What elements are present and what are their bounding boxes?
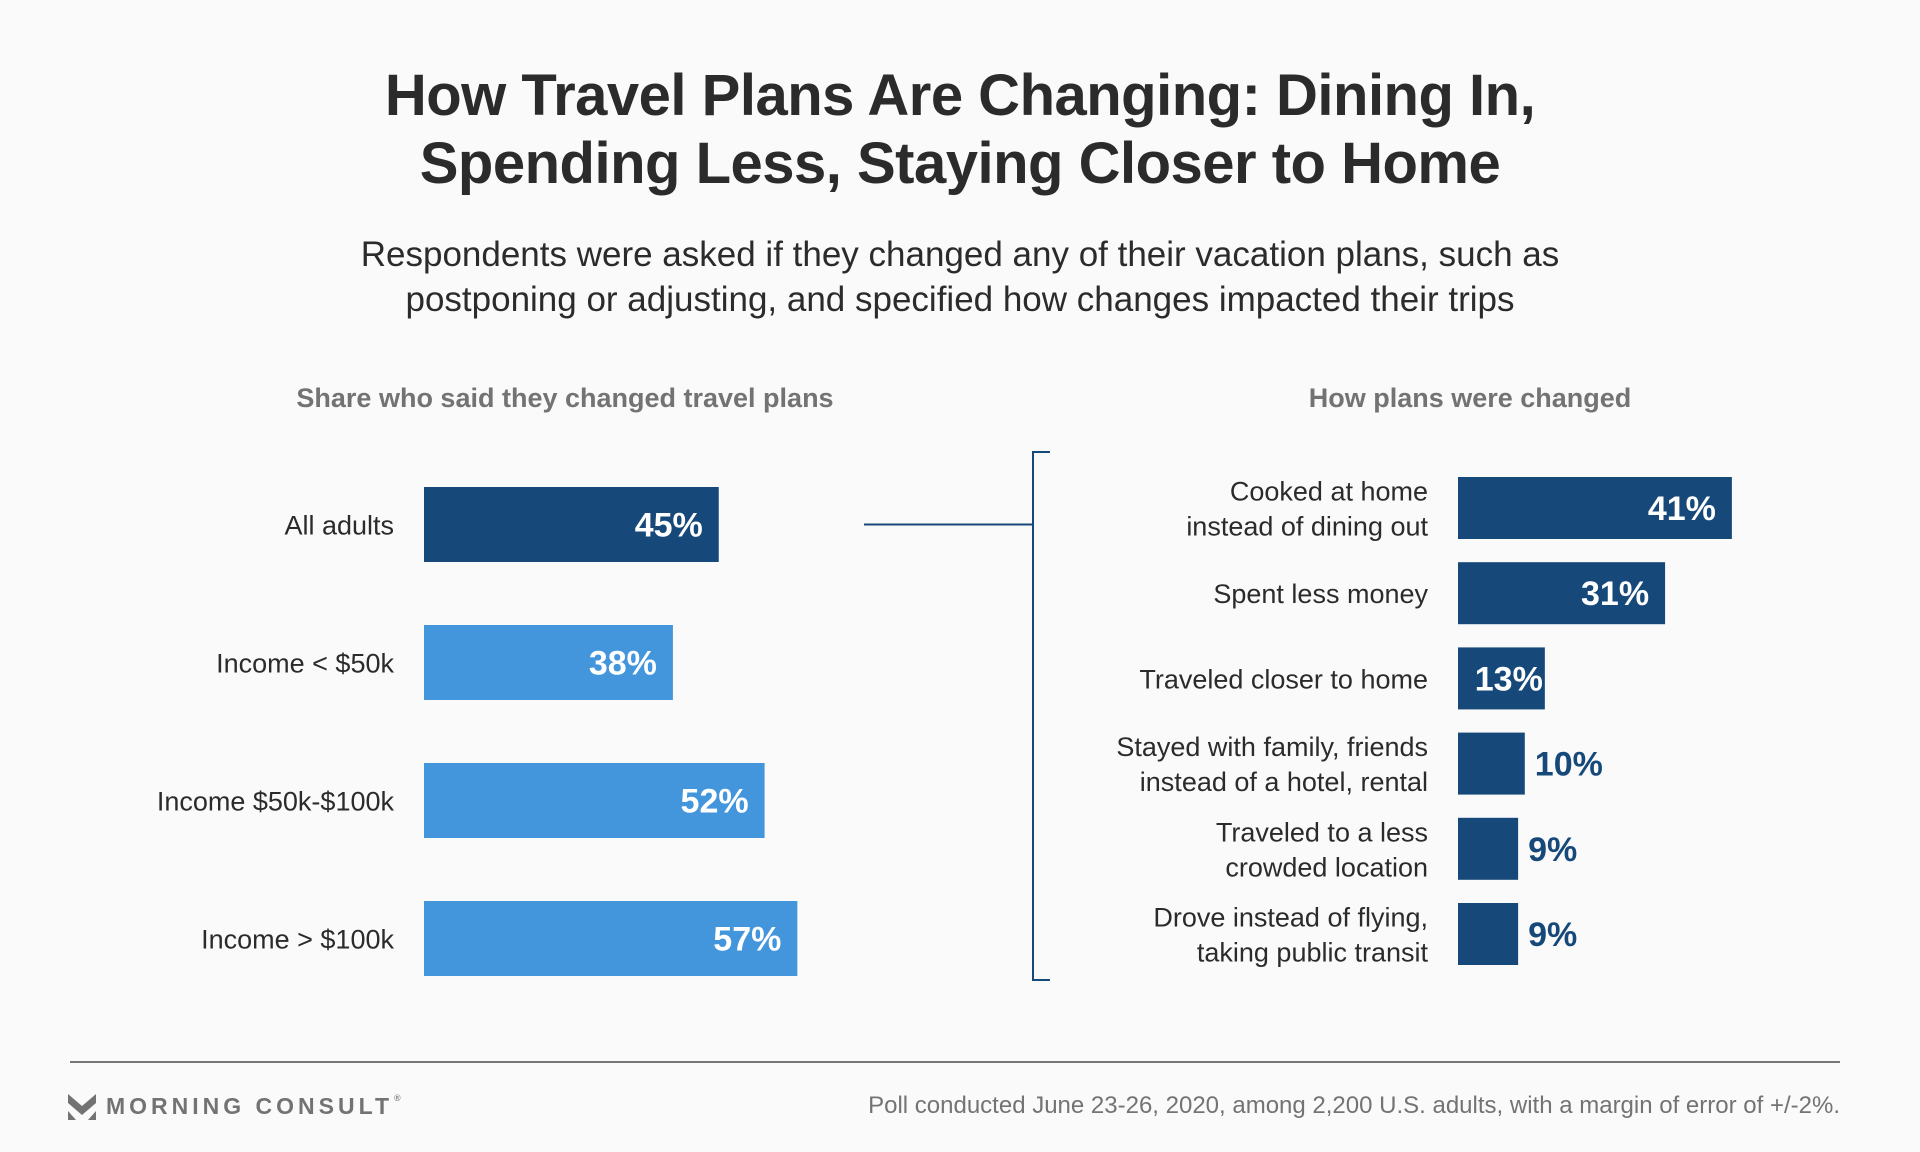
right-value-label: 9% xyxy=(1528,831,1577,869)
chart-subtitle: Respondents were asked if they changed a… xyxy=(0,232,1920,322)
footer-divider xyxy=(70,1061,1840,1063)
chart-subtitle-line2: postponing or adjusting, and specified h… xyxy=(405,280,1515,319)
right-value-label: 9% xyxy=(1528,916,1577,954)
right-bar xyxy=(1458,562,1666,625)
right-value-label: 41% xyxy=(1648,490,1716,528)
right-bar-chart: Cooked at home instead of dining out 41% Sp… xyxy=(1116,477,1732,968)
left-category-label: Income > $100k xyxy=(201,925,394,955)
morning-consult-logo: MORNING CONSULT® xyxy=(68,1093,405,1120)
right-bar xyxy=(1458,817,1519,880)
source-note: Poll conducted June 23-26, 2020, among 2… xyxy=(868,1092,1840,1119)
logo-text: MORNING CONSULT® xyxy=(106,1093,405,1119)
chart-subtitle-line1: Respondents were asked if they changed a… xyxy=(360,235,1560,274)
bracket-connector xyxy=(864,451,1050,981)
left-category-label: All adults xyxy=(284,511,394,541)
chart-title-line1: How Travel Plans Are Changing: Dining In… xyxy=(384,63,1536,128)
right-bar xyxy=(1458,903,1519,965)
logo-chevron-icon xyxy=(68,1093,96,1120)
right-bar xyxy=(1458,477,1732,539)
left-bar xyxy=(424,901,798,976)
right-category-label: Traveled closer to home xyxy=(1139,664,1428,694)
right-category-label: Stayed with family, friends instead of a … xyxy=(1116,732,1428,797)
right-bar xyxy=(1458,647,1545,710)
bracket-line xyxy=(1032,451,1050,981)
left-bar xyxy=(424,763,765,838)
chart-title-line2: Spending Less, Staying Closer to Home xyxy=(419,131,1501,196)
right-value-label: 31% xyxy=(1581,575,1649,613)
right-category-label: Traveled to a less crowded location xyxy=(1216,817,1428,882)
left-bar xyxy=(424,487,719,562)
left-value-label: 38% xyxy=(589,645,657,683)
left-value-label: 57% xyxy=(713,921,781,959)
right-category-label: Drove instead of flying, taking public tr… xyxy=(1153,903,1428,968)
left-category-label: Income $50k-$100k xyxy=(157,787,395,817)
right-category-label: Cooked at home instead of dining out xyxy=(1186,477,1428,542)
left-category-label: Income < $50k xyxy=(216,649,394,679)
chart-title: How Travel Plans Are Changing: Dining In… xyxy=(0,62,1920,198)
right-category-label: Spent less money xyxy=(1213,579,1428,609)
right-bar xyxy=(1458,732,1525,795)
left-panel-title: Share who said they changed travel plans xyxy=(296,383,834,413)
right-panel-title: How plans were changed xyxy=(1308,383,1632,413)
left-bar-chart: All adults 45% Income < $50k 38% Income $50k… xyxy=(157,487,798,976)
right-value-label: 13% xyxy=(1475,660,1543,698)
left-value-label: 52% xyxy=(681,783,749,821)
left-bar xyxy=(424,625,673,700)
right-value-label: 10% xyxy=(1535,746,1603,784)
left-value-label: 45% xyxy=(635,507,703,545)
